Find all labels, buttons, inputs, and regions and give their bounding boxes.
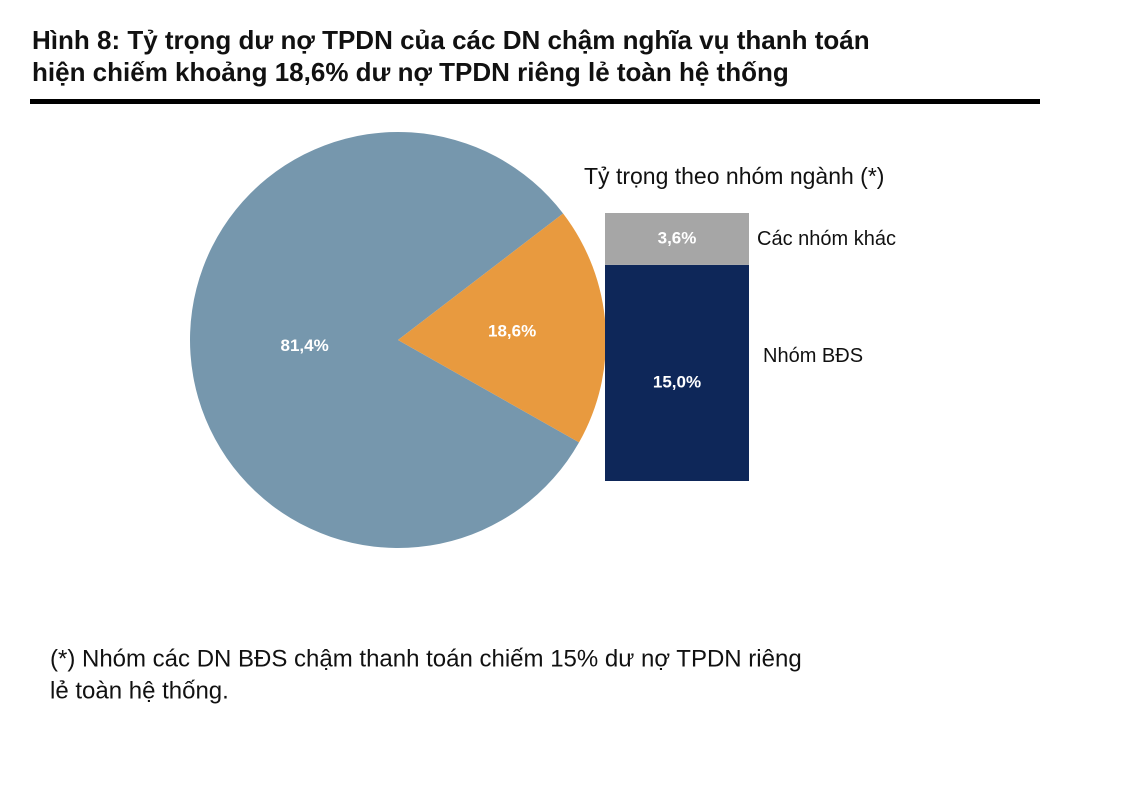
pie-slice xyxy=(398,213,606,443)
chart-title: Tỷ trọng theo nhóm ngành (*) xyxy=(584,163,884,189)
legend-label: Các nhóm khác xyxy=(757,228,896,250)
figure-title: hiện chiếm khoảng 18,6% dư nợ TPDN riêng… xyxy=(32,57,789,87)
figure-title: Hình 8: Tỷ trọng dư nợ TPDN của các DN c… xyxy=(32,25,870,55)
segment-label: 15,0% xyxy=(653,372,701,391)
pie-slice xyxy=(190,132,580,548)
footnote: lẻ toàn hệ thống. xyxy=(50,677,229,704)
slice-label: 81,4% xyxy=(281,336,329,355)
bar-segment xyxy=(605,264,749,481)
legend-label: Nhóm BĐS xyxy=(763,345,863,367)
segment-label: 3,6% xyxy=(658,228,697,247)
title-rule xyxy=(30,99,1040,104)
slice-label: 18,6% xyxy=(488,322,536,341)
bar-segment xyxy=(605,213,749,265)
footnote: (*) Nhóm các DN BĐS chậm thanh toán chiế… xyxy=(50,645,802,672)
